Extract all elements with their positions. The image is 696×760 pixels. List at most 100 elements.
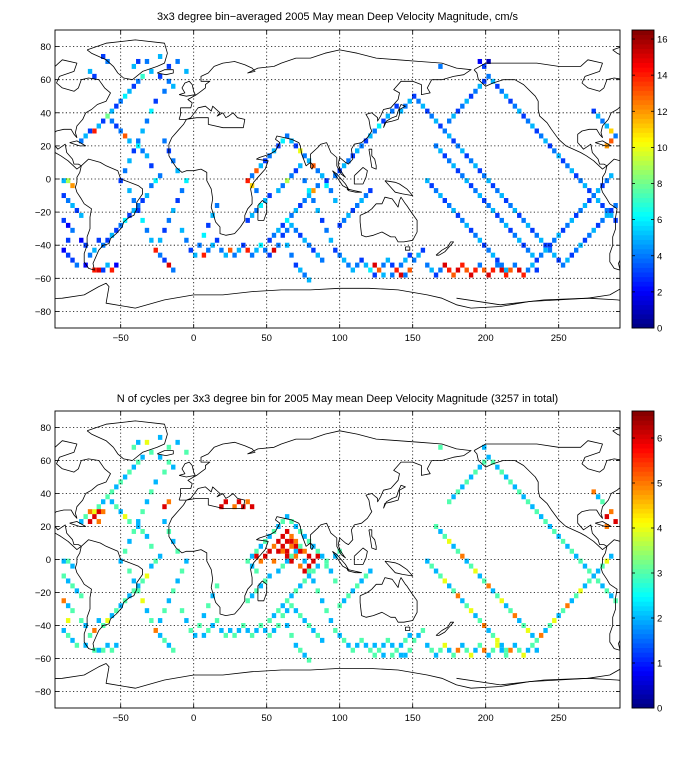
heatmap-cell [482,647,487,653]
heatmap-cell [503,603,509,609]
heatmap-cell [495,188,500,194]
heatmap-cell [355,642,360,648]
heatmap-cell [420,103,426,109]
heatmap-cell [298,613,303,619]
heatmap-cell [87,68,93,74]
heatmap-cell [521,494,526,500]
heatmap-cell [512,232,518,238]
colorbar-swatch [632,304,654,310]
heatmap-cell [136,138,141,144]
heatmap-cell [468,608,474,614]
heatmap-cell [74,262,80,268]
heatmap-cell [416,98,421,104]
heatmap-cell [131,207,137,213]
heatmap-cell [206,603,211,609]
heatmap-cell [65,618,71,624]
heatmap-cell [162,504,167,510]
heatmap-cell [271,627,277,633]
heatmap-cell [477,262,483,268]
heatmap-cell [175,439,180,445]
heatmap-cell [249,252,255,258]
heatmap-cell [214,203,220,208]
heatmap-cell [394,267,399,273]
colorbar-tick-label: 2 [657,287,662,298]
colorbar-swatch [632,434,654,440]
colorbar-swatch [632,554,654,560]
heatmap-cell [341,598,347,604]
heatmap-cell [175,578,180,584]
colorbar: 0 1 2 3 4 5 6 [631,410,662,715]
heatmap-cell [144,608,150,614]
heatmap-cell [149,183,154,189]
heatmap-cell [74,642,80,648]
coastline [55,663,620,689]
heatmap-cell [464,178,469,184]
heatmap-cell [341,637,347,643]
heatmap-cell [560,227,566,233]
heatmap-cell [543,519,548,525]
heatmap-cell [219,627,224,633]
heatmap-cell [79,237,84,243]
heatmap-cell [442,533,447,539]
heatmap-cell [560,538,566,544]
heatmap-cell [363,573,369,579]
heatmap-cell [306,188,312,194]
heatmap-cell [350,267,356,273]
colorbar-swatch [632,206,654,212]
heatmap-cell [315,168,320,174]
heatmap-cell [284,608,290,614]
x-tick-label: 250 [551,333,567,344]
coastline [69,140,87,147]
heatmap-cell [114,608,119,614]
heatmap-cell [271,558,277,564]
heatmap-cell [284,623,290,628]
heatmap-cell [455,593,461,599]
velocity-magnitude-map-panel: 3x3 degree bin−averaged 2005 May mean De… [35,11,668,344]
heatmap-cell [359,257,364,263]
heatmap-cell [473,568,478,574]
heatmap-cell [490,207,496,213]
heatmap-cell [521,652,526,658]
colorbar-swatch [632,656,654,662]
heatmap-cell [293,608,299,614]
heatmap-cell [258,203,264,208]
heatmap-cell [157,173,163,179]
heatmap-cell [109,267,115,273]
heatmap-cell [604,178,610,184]
heatmap-cell [499,262,504,268]
heatmap-cell [140,73,145,79]
heatmap-cell [92,128,97,134]
colorbar-swatch [632,591,654,598]
heatmap-cell [315,563,320,569]
heatmap-cell [482,578,487,584]
heatmap-cell [543,627,548,633]
heatmap-cell [556,533,561,539]
heatmap-cell [61,558,66,564]
colorbar-swatch [632,619,654,625]
heatmap-cell [359,637,364,643]
heatmap-cell [433,272,439,278]
heatmap-cell [131,444,137,450]
colorbar-swatch [632,95,654,101]
heatmap-cell [284,598,290,604]
heatmap-cell [114,642,119,648]
heatmap-cell [407,267,412,273]
heatmap-cell [486,178,491,184]
heatmap-cell [333,627,338,633]
colorbar-frame [631,410,655,709]
heatmap-cell [337,252,342,258]
heatmap-cell [87,509,93,515]
heatmap-cell [263,627,268,633]
heatmap-cell [179,227,185,233]
colorbar-swatch [632,684,654,690]
heatmap-cell [376,647,382,653]
heatmap-cell [438,148,443,154]
heatmap-cell [534,637,539,643]
colorbar-swatch [632,211,654,217]
colorbar-swatch [632,638,654,644]
heatmap-cell [534,128,539,134]
heatmap-cell [372,642,377,648]
heatmap-cell [127,593,132,599]
heatmap-cell [477,573,483,579]
heatmap-cell [109,118,115,124]
